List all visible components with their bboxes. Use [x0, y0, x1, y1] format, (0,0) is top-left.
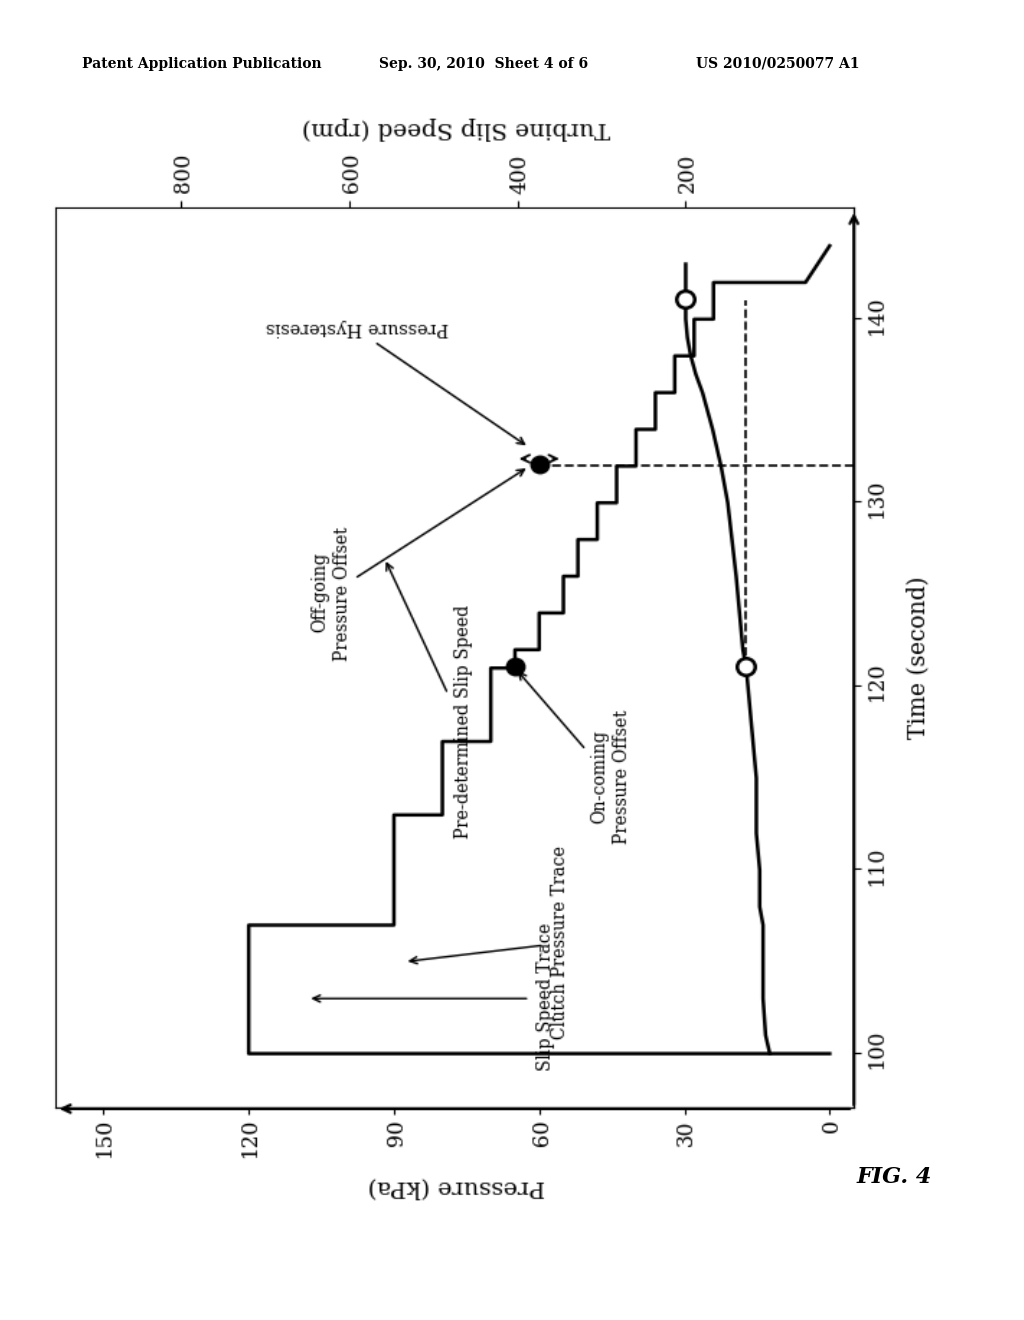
Text: FIG. 4: FIG. 4	[856, 1166, 932, 1188]
Text: Patent Application Publication: Patent Application Publication	[82, 57, 322, 71]
Text: Sep. 30, 2010  Sheet 4 of 6: Sep. 30, 2010 Sheet 4 of 6	[379, 57, 588, 71]
Text: US 2010/0250077 A1: US 2010/0250077 A1	[696, 57, 860, 71]
